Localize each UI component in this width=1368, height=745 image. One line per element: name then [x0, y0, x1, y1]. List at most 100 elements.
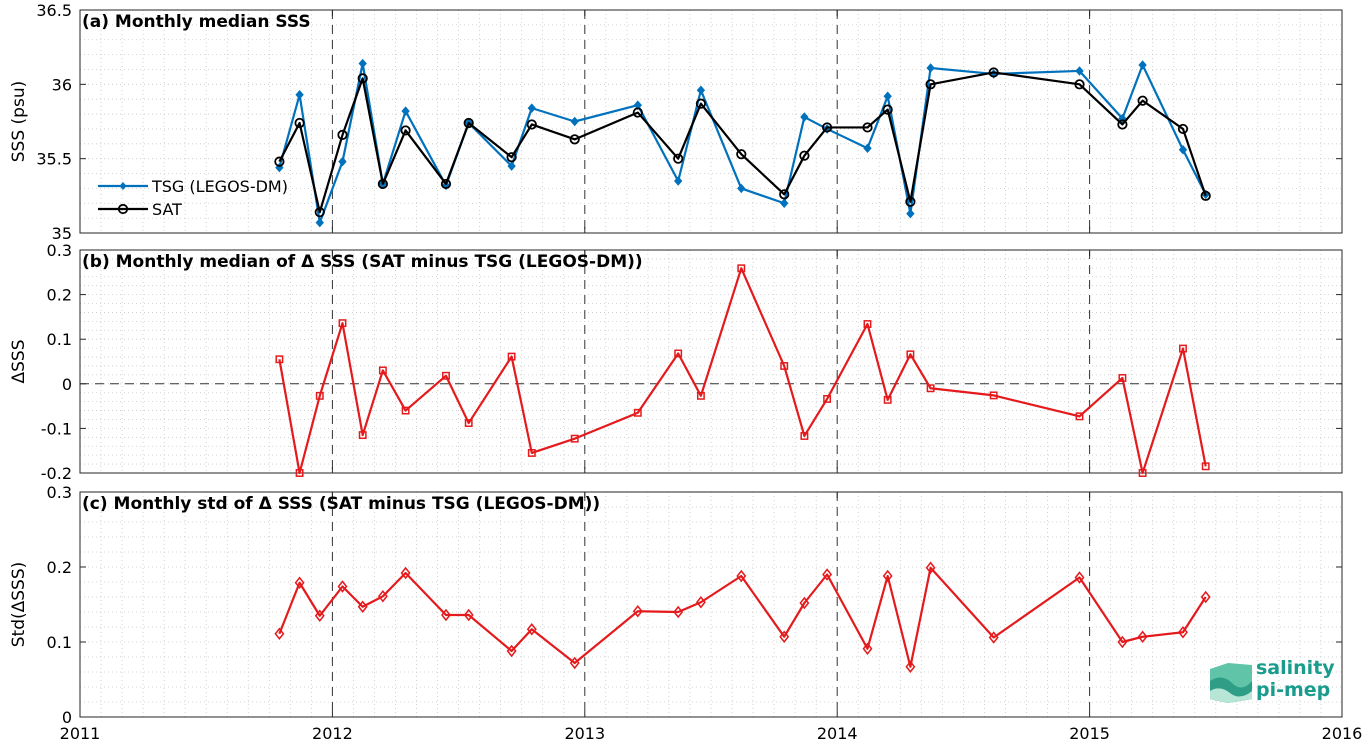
- y-tick-label: 36.5: [36, 1, 72, 20]
- y-axis-label: SSS (psu): [9, 81, 29, 162]
- data-point: [441, 608, 451, 622]
- data-point: [1200, 190, 1211, 201]
- y-tick-label: 0.3: [47, 483, 72, 502]
- logo-text-salinity: salinity: [1256, 657, 1335, 679]
- series-line-sat: [278, 71, 1207, 214]
- data-point: [294, 576, 305, 589]
- legend-marker-sat: [117, 203, 129, 215]
- data-point: [736, 569, 747, 583]
- logo-text-pimep: pi-mep: [1256, 679, 1331, 701]
- data-point: [780, 198, 789, 209]
- legend: TSG (LEGOS-DM) SAT: [98, 177, 288, 219]
- data-point: [779, 189, 790, 200]
- y-tick-label: 0.2: [47, 558, 72, 577]
- data-point: [862, 122, 873, 133]
- data-point: [779, 630, 790, 643]
- data-point: [674, 349, 683, 358]
- data-point: [570, 116, 579, 127]
- logo-wave-icon: [1210, 663, 1252, 703]
- data-point: [883, 91, 892, 101]
- data-point: [799, 596, 810, 610]
- y-tick-label: 0.2: [47, 286, 72, 305]
- data-point: [863, 320, 872, 328]
- data-point: [401, 406, 410, 415]
- data-point: [315, 391, 324, 400]
- data-point: [737, 264, 746, 273]
- data-point: [358, 431, 367, 440]
- data-point: [1137, 630, 1148, 643]
- data-point: [862, 642, 873, 655]
- panel-2: -0.2 -0.1 0 0.1 0.2 0.3 ΔSSS (b) Monthly median…: [9, 241, 1343, 483]
- data-point: [275, 355, 284, 364]
- data-point: [1117, 635, 1128, 649]
- data-point: [338, 156, 347, 167]
- y-tick-label: 36: [52, 75, 72, 94]
- data-point: [357, 600, 368, 613]
- data-point: [338, 319, 347, 328]
- x-tick-label: 2012: [312, 724, 353, 743]
- panel-title: (c) Monthly std of Δ SSS (SAT minus TSG …: [82, 494, 600, 514]
- panel-title: (a) Monthly median SSS: [82, 12, 311, 32]
- data-point: [906, 208, 915, 219]
- data-point: [295, 469, 304, 477]
- data-point: [926, 384, 935, 393]
- data-point: [882, 104, 893, 115]
- data-point: [507, 352, 516, 361]
- data-point: [1075, 412, 1084, 421]
- data-point: [570, 434, 579, 443]
- data-point: [883, 395, 892, 404]
- data-point: [1138, 60, 1147, 70]
- data-point: [1117, 119, 1128, 130]
- data-point: [401, 106, 410, 116]
- data-point: [673, 605, 684, 619]
- data-point: [882, 569, 893, 583]
- legend-label-tsg: TSG (LEGOS-DM): [151, 177, 288, 196]
- data-point: [377, 178, 388, 190]
- y-tick-label: 0.1: [47, 633, 72, 652]
- data-point: [506, 152, 517, 163]
- y-tick-label: 0.3: [47, 241, 72, 260]
- data-point: [527, 448, 536, 457]
- data-point: [905, 660, 916, 673]
- data-point: [1137, 95, 1148, 106]
- data-point: [294, 117, 305, 129]
- data-point: [463, 117, 474, 129]
- y-tick-label: 0.1: [47, 330, 72, 349]
- data-point: [377, 590, 388, 603]
- y-tick-label: 35: [52, 224, 72, 243]
- data-point: [314, 207, 325, 218]
- data-point: [400, 125, 411, 136]
- data-point: [1118, 374, 1127, 382]
- data-point: [440, 178, 452, 190]
- data-point: [823, 395, 832, 403]
- data-point: [1074, 571, 1085, 584]
- series-line-delta: [278, 267, 1207, 475]
- data-point: [526, 119, 537, 130]
- data-point: [463, 608, 474, 622]
- axes-box: [79, 9, 1343, 234]
- data-point: [1178, 144, 1188, 155]
- data-point: [1201, 462, 1210, 471]
- data-point: [506, 644, 517, 658]
- y-axis-label: ΔSSS: [9, 339, 29, 383]
- data-point: [378, 366, 387, 375]
- data-point: [315, 217, 324, 228]
- data-point: [1200, 590, 1211, 604]
- data-point: [274, 627, 285, 640]
- data-point: [925, 561, 936, 574]
- data-point: [905, 196, 916, 207]
- data-point: [274, 156, 285, 167]
- pi-mep-logo: salinity pi-mep: [1208, 657, 1338, 707]
- data-point: [569, 656, 580, 670]
- data-point: [632, 605, 643, 618]
- legend-marker-tsg: [119, 182, 127, 190]
- data-point: [358, 58, 367, 69]
- y-tick-label: 35.5: [36, 150, 72, 169]
- data-point: [989, 391, 998, 400]
- data-point: [1138, 469, 1147, 477]
- data-point: [464, 419, 473, 427]
- data-point: [1177, 123, 1189, 135]
- data-point: [695, 98, 707, 109]
- data-point: [988, 631, 999, 644]
- data-point: [863, 143, 872, 154]
